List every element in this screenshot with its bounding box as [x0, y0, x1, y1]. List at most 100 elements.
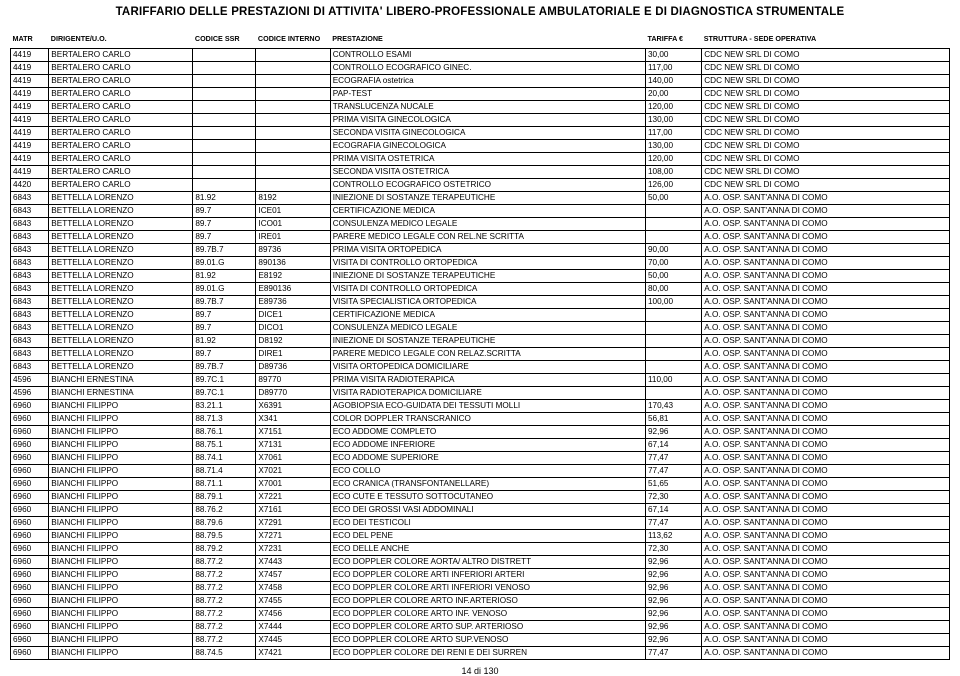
table-cell: 88.74.5 — [193, 647, 256, 660]
table-cell: CDC NEW SRL DI COMO — [702, 49, 950, 62]
table-cell: 81.92 — [193, 192, 256, 205]
col-matr: MATR — [11, 32, 49, 49]
table-cell: 88.77.2 — [193, 556, 256, 569]
table-row: 6960BIANCHI FILIPPO88.77.2X7445ECO DOPPL… — [11, 634, 950, 647]
table-cell: 90,00 — [645, 244, 701, 257]
table-cell: X7021 — [256, 465, 330, 478]
table-cell: 6843 — [11, 231, 49, 244]
table-cell: X7151 — [256, 426, 330, 439]
table-cell: X7001 — [256, 478, 330, 491]
table-cell — [193, 140, 256, 153]
table-cell — [645, 205, 701, 218]
table-cell: CDC NEW SRL DI COMO — [702, 101, 950, 114]
table-cell: 51,65 — [645, 478, 701, 491]
table-cell — [645, 387, 701, 400]
table-cell: 4419 — [11, 88, 49, 101]
table-cell: VISITA DI CONTROLLO ORTOPEDICA — [330, 257, 645, 270]
table-cell: 88.77.2 — [193, 634, 256, 647]
table-cell: A.O. OSP. SANT'ANNA DI COMO — [702, 231, 950, 244]
table-cell: 4419 — [11, 166, 49, 179]
table-cell: CDC NEW SRL DI COMO — [702, 88, 950, 101]
page-title: TARIFFARIO DELLE PRESTAZIONI DI ATTIVITA… — [10, 6, 950, 18]
table-cell: 88.71.4 — [193, 465, 256, 478]
table-cell: E890136 — [256, 283, 330, 296]
table-row: 6843BETTELLA LORENZO81.928192INIEZIONE D… — [11, 192, 950, 205]
table-cell — [645, 322, 701, 335]
table-cell: 6960 — [11, 504, 49, 517]
table-cell: 6960 — [11, 569, 49, 582]
table-row: 4419BERTALERO CARLOPAP-TEST20,00CDC NEW … — [11, 88, 950, 101]
table-cell: BIANCHI FILIPPO — [49, 504, 193, 517]
table-cell — [193, 166, 256, 179]
table-cell: ECO ADDOME COMPLETO — [330, 426, 645, 439]
table-cell: CDC NEW SRL DI COMO — [702, 62, 950, 75]
table-cell: 113,62 — [645, 530, 701, 543]
table-cell: 72,30 — [645, 543, 701, 556]
table-cell: 6843 — [11, 335, 49, 348]
table-cell: 6960 — [11, 491, 49, 504]
table-cell: 81.92 — [193, 270, 256, 283]
table-cell: ECO DOPPLER COLORE ARTI INFERIORI VENOSO — [330, 582, 645, 595]
table-cell: 4420 — [11, 179, 49, 192]
table-cell: ICO01 — [256, 218, 330, 231]
table-cell: 92,96 — [645, 426, 701, 439]
table-cell: 4596 — [11, 387, 49, 400]
table-row: 6960BIANCHI FILIPPO88.77.2X7457ECO DOPPL… — [11, 569, 950, 582]
table-cell — [193, 75, 256, 88]
table-cell: 88.79.6 — [193, 517, 256, 530]
table-row: 6960BIANCHI FILIPPO88.71.3X341COLOR DOPP… — [11, 413, 950, 426]
table-cell: BIANCHI FILIPPO — [49, 400, 193, 413]
table-cell — [256, 127, 330, 140]
table-cell: A.O. OSP. SANT'ANNA DI COMO — [702, 244, 950, 257]
table-row: 6960BIANCHI FILIPPO88.76.2X7161ECO DEI G… — [11, 504, 950, 517]
table-row: 6960BIANCHI FILIPPO88.77.2X7443ECO DOPPL… — [11, 556, 950, 569]
table-row: 6960BIANCHI FILIPPO88.79.2X7231ECO DELLE… — [11, 543, 950, 556]
table-row: 4419BERTALERO CARLOPRIMA VISITA OSTETRIC… — [11, 153, 950, 166]
table-cell: A.O. OSP. SANT'ANNA DI COMO — [702, 387, 950, 400]
table-cell: BETTELLA LORENZO — [49, 257, 193, 270]
table-cell: 88.71.3 — [193, 413, 256, 426]
table-cell: A.O. OSP. SANT'ANNA DI COMO — [702, 218, 950, 231]
table-cell: A.O. OSP. SANT'ANNA DI COMO — [702, 491, 950, 504]
table-row: 6960BIANCHI FILIPPO83.21.1X6391AGOBIOPSI… — [11, 400, 950, 413]
table-cell: BIANCHI FILIPPO — [49, 439, 193, 452]
table-cell: BIANCHI FILIPPO — [49, 452, 193, 465]
table-cell: 50,00 — [645, 270, 701, 283]
table-row: 6843BETTELLA LORENZO89.01.GE890136VISITA… — [11, 283, 950, 296]
table-cell: BIANCHI FILIPPO — [49, 426, 193, 439]
table-cell: PARERE MEDICO LEGALE CON REL.NE SCRITTA — [330, 231, 645, 244]
table-row: 4419BERTALERO CARLOSECONDA VISITA GINECO… — [11, 127, 950, 140]
table-cell: ECO DOPPLER COLORE AORTA/ ALTRO DISTRETT — [330, 556, 645, 569]
table-cell: X7291 — [256, 517, 330, 530]
table-cell: 117,00 — [645, 62, 701, 75]
table-cell: A.O. OSP. SANT'ANNA DI COMO — [702, 582, 950, 595]
table-cell: 6843 — [11, 309, 49, 322]
table-cell: 89736 — [256, 244, 330, 257]
table-cell: 4419 — [11, 153, 49, 166]
table-cell: 6960 — [11, 465, 49, 478]
table-row: 6843BETTELLA LORENZO89.7ICE01CERTIFICAZI… — [11, 205, 950, 218]
table-cell: BERTALERO CARLO — [49, 49, 193, 62]
table-cell: CONTROLLO ESAMI — [330, 49, 645, 62]
table-cell — [256, 49, 330, 62]
table-cell: 6843 — [11, 244, 49, 257]
table-cell: 77,47 — [645, 452, 701, 465]
table-cell: 890136 — [256, 257, 330, 270]
table-cell — [645, 218, 701, 231]
table-row: 4596BIANCHI ERNESTINA89.7C.189770PRIMA V… — [11, 374, 950, 387]
table-cell: X7456 — [256, 608, 330, 621]
table-cell: E89736 — [256, 296, 330, 309]
table-cell: A.O. OSP. SANT'ANNA DI COMO — [702, 192, 950, 205]
table-cell: BIANCHI FILIPPO — [49, 595, 193, 608]
table-cell: 4419 — [11, 101, 49, 114]
table-cell: 88.76.2 — [193, 504, 256, 517]
table-cell: 89.01.G — [193, 283, 256, 296]
table-cell — [193, 127, 256, 140]
table-cell: A.O. OSP. SANT'ANNA DI COMO — [702, 556, 950, 569]
table-row: 6960BIANCHI FILIPPO88.71.4X7021ECO COLLO… — [11, 465, 950, 478]
table-cell: PAP-TEST — [330, 88, 645, 101]
table-cell: BIANCHI FILIPPO — [49, 556, 193, 569]
table-cell: TRANSLUCENZA NUCALE — [330, 101, 645, 114]
table-cell: 92,96 — [645, 634, 701, 647]
table-cell: 89.7 — [193, 231, 256, 244]
